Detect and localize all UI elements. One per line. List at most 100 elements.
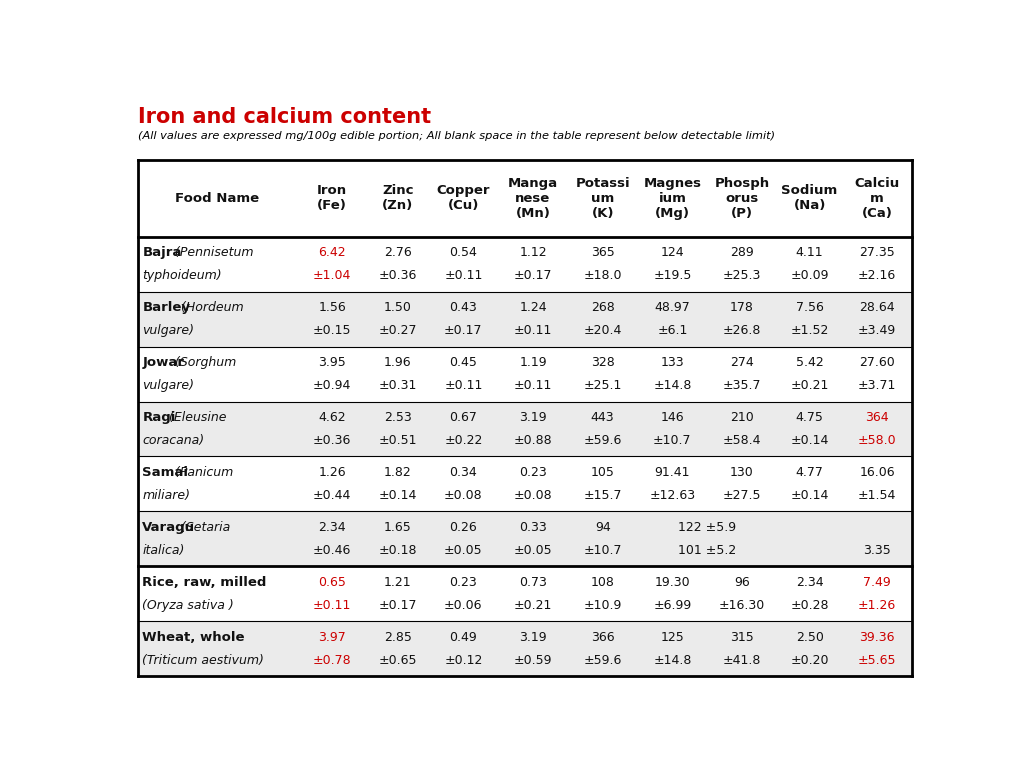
- Text: Rice, raw, milled: Rice, raw, milled: [142, 576, 266, 589]
- Text: ±3.71: ±3.71: [858, 379, 896, 392]
- Bar: [137, 621, 912, 677]
- Text: Food Name: Food Name: [175, 192, 259, 205]
- Text: ±1.52: ±1.52: [791, 324, 828, 337]
- Bar: [137, 511, 912, 567]
- Text: ±59.6: ±59.6: [584, 654, 622, 667]
- Text: ±3.49: ±3.49: [858, 324, 896, 337]
- Text: ±10.7: ±10.7: [653, 434, 691, 447]
- Text: ±0.18: ±0.18: [379, 544, 417, 557]
- Text: 289: 289: [730, 246, 754, 259]
- Text: ±0.11: ±0.11: [514, 324, 552, 337]
- Text: 1.19: 1.19: [519, 356, 547, 369]
- Text: ±0.36: ±0.36: [313, 434, 351, 447]
- Text: Wheat, whole: Wheat, whole: [142, 631, 245, 644]
- Text: ±0.14: ±0.14: [791, 434, 828, 447]
- Text: ±19.5: ±19.5: [653, 269, 691, 282]
- Text: ±0.27: ±0.27: [379, 324, 417, 337]
- Text: 315: 315: [730, 631, 754, 644]
- Text: ±0.17: ±0.17: [514, 269, 552, 282]
- Text: ±0.21: ±0.21: [791, 379, 828, 392]
- Text: 3.19: 3.19: [519, 411, 547, 424]
- Text: 27.35: 27.35: [859, 246, 895, 259]
- Text: ±0.11: ±0.11: [444, 379, 482, 392]
- Text: ±1.04: ±1.04: [313, 269, 351, 282]
- Text: 2.53: 2.53: [384, 411, 412, 424]
- Text: (Triticum aestivum): (Triticum aestivum): [142, 654, 264, 667]
- Text: ±14.8: ±14.8: [653, 654, 691, 667]
- Text: (Pennisetum: (Pennisetum: [171, 246, 253, 259]
- Text: 1.50: 1.50: [384, 301, 412, 314]
- Text: (Oryza sativa ): (Oryza sativa ): [142, 599, 234, 612]
- Text: miliare): miliare): [142, 489, 190, 502]
- Text: ±27.5: ±27.5: [723, 489, 761, 502]
- Text: ±0.59: ±0.59: [514, 654, 552, 667]
- Text: 443: 443: [591, 411, 614, 424]
- Text: ±0.11: ±0.11: [444, 269, 482, 282]
- Text: 0.33: 0.33: [519, 521, 547, 534]
- Text: 0.43: 0.43: [450, 301, 477, 314]
- Text: 1.21: 1.21: [384, 576, 412, 589]
- Text: ±35.7: ±35.7: [723, 379, 761, 392]
- Text: Bajra: Bajra: [142, 246, 181, 259]
- Text: Zinc
(Zn): Zinc (Zn): [382, 184, 414, 213]
- Text: vulgare): vulgare): [142, 379, 195, 392]
- Text: ±0.11: ±0.11: [313, 599, 351, 612]
- Text: 0.49: 0.49: [450, 631, 477, 644]
- Text: Varagu: Varagu: [142, 521, 196, 534]
- Text: ±26.8: ±26.8: [723, 324, 761, 337]
- Text: 146: 146: [660, 411, 684, 424]
- Bar: [137, 456, 912, 511]
- Text: 1.56: 1.56: [318, 301, 346, 314]
- Text: 178: 178: [730, 301, 754, 314]
- Text: ±0.20: ±0.20: [791, 654, 828, 667]
- Text: ±0.22: ±0.22: [444, 434, 482, 447]
- Text: ±2.16: ±2.16: [858, 269, 896, 282]
- Text: typhoideum): typhoideum): [142, 269, 222, 282]
- Text: 3.95: 3.95: [318, 356, 346, 369]
- Text: ±0.14: ±0.14: [791, 489, 828, 502]
- Text: 1.96: 1.96: [384, 356, 412, 369]
- Text: 268: 268: [591, 301, 614, 314]
- Bar: [137, 292, 912, 346]
- Text: 0.26: 0.26: [450, 521, 477, 534]
- Text: ±10.9: ±10.9: [584, 599, 622, 612]
- Text: Manga
nese
(Mn): Manga nese (Mn): [508, 177, 558, 220]
- Text: ±59.6: ±59.6: [584, 434, 622, 447]
- Text: ±0.08: ±0.08: [514, 489, 552, 502]
- Text: (All values are expressed mg/100g edible portion; All blank space in the table r: (All values are expressed mg/100g edible…: [137, 131, 774, 141]
- Text: ±6.1: ±6.1: [657, 324, 687, 337]
- Text: 2.85: 2.85: [384, 631, 412, 644]
- Text: Copper
(Cu): Copper (Cu): [436, 184, 490, 213]
- Text: ±1.54: ±1.54: [858, 489, 896, 502]
- Text: ±0.65: ±0.65: [379, 654, 417, 667]
- Text: ±12.63: ±12.63: [649, 489, 695, 502]
- Text: 0.45: 0.45: [450, 356, 477, 369]
- Text: 28.64: 28.64: [859, 301, 895, 314]
- Text: Iron and calcium content: Iron and calcium content: [137, 107, 431, 127]
- Text: 366: 366: [591, 631, 614, 644]
- Text: ±15.7: ±15.7: [584, 489, 622, 502]
- Text: ±1.26: ±1.26: [858, 599, 896, 612]
- Text: Iron
(Fe): Iron (Fe): [317, 184, 347, 213]
- Text: 19.30: 19.30: [654, 576, 690, 589]
- Text: 0.34: 0.34: [450, 466, 477, 479]
- Text: 39.36: 39.36: [859, 631, 895, 644]
- Text: 3.19: 3.19: [519, 631, 547, 644]
- Text: 16.06: 16.06: [859, 466, 895, 479]
- Text: ±18.0: ±18.0: [584, 269, 622, 282]
- Text: 27.60: 27.60: [859, 356, 895, 369]
- Text: 0.65: 0.65: [318, 576, 346, 589]
- Text: ±0.51: ±0.51: [379, 434, 417, 447]
- Text: 364: 364: [865, 411, 889, 424]
- Text: Potassi
um
(K): Potassi um (K): [575, 177, 630, 220]
- Text: 274: 274: [730, 356, 754, 369]
- Text: 0.73: 0.73: [519, 576, 547, 589]
- Text: ±58.4: ±58.4: [723, 434, 761, 447]
- Text: 91.41: 91.41: [654, 466, 690, 479]
- Text: ±0.17: ±0.17: [379, 599, 417, 612]
- Text: ±25.3: ±25.3: [723, 269, 761, 282]
- Text: ±41.8: ±41.8: [723, 654, 761, 667]
- Text: 2.50: 2.50: [796, 631, 823, 644]
- Text: (Panicum: (Panicum: [171, 466, 233, 479]
- Text: ±14.8: ±14.8: [653, 379, 691, 392]
